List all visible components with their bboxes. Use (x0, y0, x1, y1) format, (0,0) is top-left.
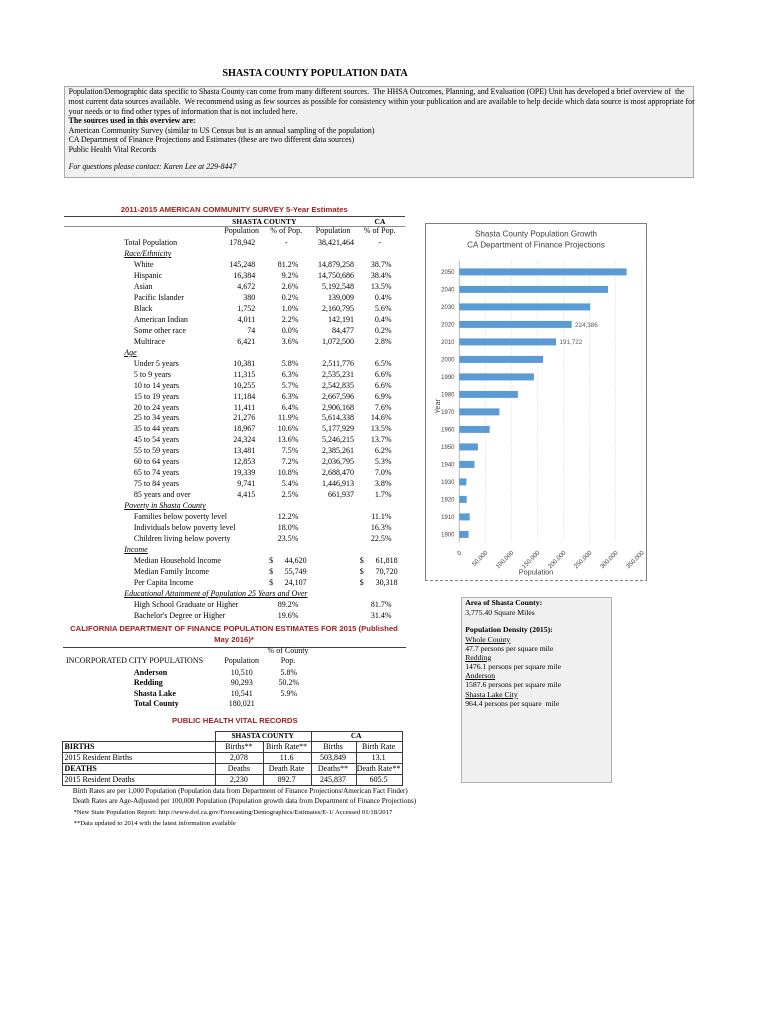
svg-text:Shasta County Population Growt: Shasta County Population Growth (475, 230, 597, 239)
svg-text:1980: 1980 (441, 393, 455, 399)
svg-text:1900: 1900 (441, 533, 455, 539)
svg-text:1940: 1940 (441, 463, 455, 469)
svg-text:Year: Year (433, 398, 442, 413)
svg-text:2040: 2040 (441, 288, 455, 294)
svg-text:Population: Population (519, 568, 554, 577)
svg-text:1990: 1990 (441, 375, 455, 381)
svg-text:1910: 1910 (441, 515, 455, 521)
svg-text:191,722: 191,722 (560, 339, 583, 346)
svg-text:1950: 1950 (441, 445, 455, 451)
svg-text:2020: 2020 (441, 323, 455, 329)
svg-text:1960: 1960 (441, 428, 455, 434)
svg-text:224,386: 224,386 (575, 322, 598, 329)
svg-text:1920: 1920 (441, 498, 455, 504)
svg-text:2030: 2030 (441, 305, 455, 311)
svg-text:1970: 1970 (441, 410, 455, 416)
svg-text:CA Department of Finance Proje: CA Department of Finance Projections (467, 241, 605, 250)
svg-text:0: 0 (456, 549, 464, 557)
svg-text:1930: 1930 (441, 480, 455, 486)
svg-text:2010: 2010 (441, 340, 455, 346)
svg-text:2050: 2050 (441, 270, 455, 276)
svg-text:2000: 2000 (441, 358, 455, 364)
